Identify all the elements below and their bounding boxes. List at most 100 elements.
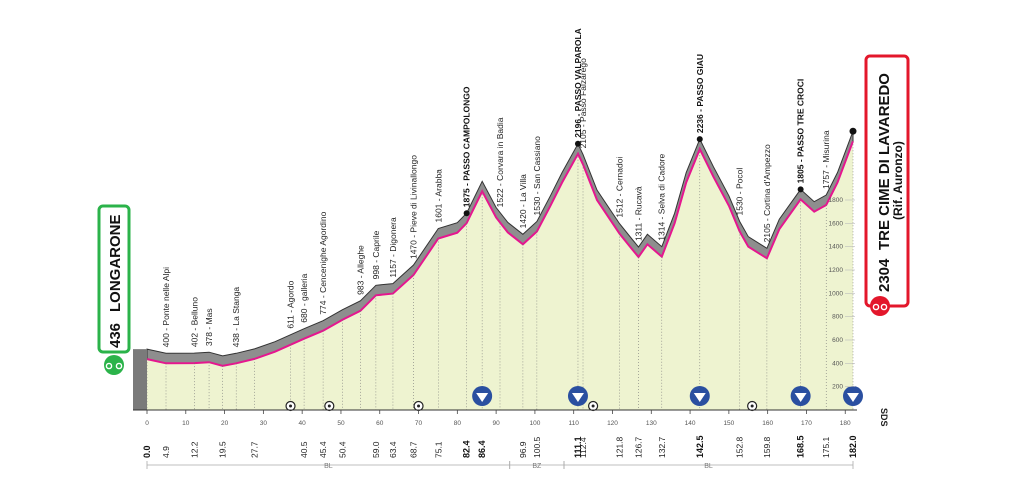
x-tick-label: 100 <box>529 420 540 427</box>
waypoint-label: 998 - Caprile <box>371 230 381 279</box>
finish-badge: 2304 TRE CIME DI LAVAREDO (Rif. Auronzo) <box>864 54 910 316</box>
waypoint-label: 1512 - Cernadoi <box>614 157 624 218</box>
km-label: 68.7 <box>408 441 418 458</box>
km-label: 63.4 <box>388 441 398 458</box>
waypoint-label: 1530 - San Cassiano <box>532 136 542 216</box>
x-tick-label: 60 <box>376 420 384 427</box>
waypoint-label: 2196 - PASSO VALPAROLA <box>573 28 583 138</box>
waypoint-label: 1805 - PASSO TRE CROCI <box>796 79 806 184</box>
finish-name: TRE CIME DI LAVAREDO <box>876 73 893 250</box>
waypoint-label: 2236 - PASSO GIAU <box>695 54 705 133</box>
sds-logo: SDS <box>879 408 889 427</box>
km-label: 168.5 <box>796 435 806 458</box>
sprint-arrow-icon <box>693 393 706 402</box>
x-tick-label: 40 <box>299 420 307 427</box>
finish-icon-wheel2 <box>880 303 888 311</box>
waypoint-label: 1470 - Pieve di Livinallongo <box>408 155 418 259</box>
finish-dot <box>849 127 857 135</box>
x-tick-label: 160 <box>762 420 773 427</box>
finish-flag-icon <box>870 296 890 316</box>
summit-dot <box>463 210 470 217</box>
start-icon-wheel2 <box>115 362 123 370</box>
x-tick-label: 0 <box>145 420 149 427</box>
start-name: LONGARONE <box>107 215 124 313</box>
x-tick-label: 80 <box>454 420 462 427</box>
x-tick-label: 70 <box>415 420 423 427</box>
waypoint-label: 1314 - Selva di Cadore <box>657 153 667 240</box>
km-label: 121.8 <box>614 436 624 458</box>
y-tick-label: 1600 <box>829 220 844 227</box>
km-label: 96.9 <box>518 441 528 458</box>
km-label: 45.4 <box>318 441 328 458</box>
y-tick-label: 800 <box>832 314 843 321</box>
finish-sub: (Rif. Auronzo) <box>891 141 905 220</box>
y-tick-label: 1000 <box>829 290 844 297</box>
x-tick-label: 170 <box>801 420 812 427</box>
km-label: 182.0 <box>848 435 858 458</box>
x-tick-label: 50 <box>337 420 345 427</box>
start-icon-wheel <box>105 362 113 370</box>
waypoint-label: 400 - Ponte nelle Alpi <box>161 267 171 347</box>
km-label: 112.4 <box>578 437 588 458</box>
km-label: 126.7 <box>633 436 643 458</box>
y-tick-label: 200 <box>832 384 843 391</box>
x-tick-label: 140 <box>685 420 696 427</box>
km-label: 142.5 <box>695 435 705 458</box>
waypoint-label: 1522 - Corvara in Badia <box>495 117 505 207</box>
waypoint-label: 1875 - PASSO CAMPOLONGO <box>462 86 472 207</box>
y-tick-label: 600 <box>832 337 843 344</box>
km-label: 100.5 <box>532 436 542 458</box>
waypoint-label: 774 - Cencenighe Agordino <box>318 211 328 314</box>
start-flag-icon <box>104 355 124 375</box>
profile-area <box>147 141 853 410</box>
y-tick-label: 1400 <box>829 244 844 251</box>
x-tick-label: 130 <box>646 420 657 427</box>
sprint-arrow-icon <box>847 393 859 402</box>
km-label: 40.5 <box>299 441 309 458</box>
x-tick-label: 10 <box>182 420 190 427</box>
summit-dot <box>696 136 703 143</box>
km-label: 4.9 <box>161 446 171 458</box>
checkpoint-icon-dot <box>417 404 421 408</box>
km-label: 159.8 <box>762 436 772 458</box>
km-label: 82.4 <box>462 440 472 458</box>
km-label: 152.8 <box>735 436 745 458</box>
waypoint-label: 1311 - Rucavà <box>633 186 643 241</box>
x-tick-label: 180 <box>840 420 851 427</box>
y-tick-label: 1800 <box>829 197 844 204</box>
summit-dot <box>574 140 581 147</box>
km-label: 12.2 <box>189 441 199 458</box>
x-tick-label: 90 <box>493 420 501 427</box>
sprint-arrow-icon <box>571 393 584 402</box>
x-tick-label: 120 <box>607 420 618 427</box>
start-badge: 436 LONGARONE <box>97 204 131 375</box>
waypoint-label: 2105 - Cortina d'Ampezzo <box>762 144 772 242</box>
km-label: 19.5 <box>218 441 228 458</box>
checkpoint-icon-dot <box>750 404 754 408</box>
y-tick-label: 400 <box>832 360 843 367</box>
finish-altitude: 2304 <box>876 258 893 292</box>
profile-line <box>146 140 854 367</box>
km-label: 50.4 <box>338 441 348 458</box>
sprint-arrow-icon <box>476 393 489 402</box>
km-label: 75.1 <box>433 441 443 458</box>
x-tick-label: 30 <box>260 420 268 427</box>
region-label: BL <box>704 463 713 470</box>
start-badge-frame <box>97 204 131 354</box>
region-label: BL <box>324 463 333 470</box>
x-tick-label: 110 <box>569 420 580 427</box>
checkpoint-icon-dot <box>289 404 293 408</box>
waypoint-label: 1530 - Pocol <box>735 168 745 216</box>
km-label: 27.7 <box>249 441 259 458</box>
checkpoint-icon-dot <box>327 404 331 408</box>
finish-icon-wheel <box>872 303 880 311</box>
km-label: 175.1 <box>821 436 831 458</box>
sprint-arrow-icon <box>794 393 807 402</box>
waypoint-label: 1157 - Digonera <box>388 217 398 278</box>
summit-dot <box>797 186 804 193</box>
waypoint-label: 680 - galleria <box>299 273 309 322</box>
start-altitude: 436 <box>107 323 124 348</box>
checkpoint-icon-dot <box>591 404 595 408</box>
km-label: 0.0 <box>142 445 152 458</box>
